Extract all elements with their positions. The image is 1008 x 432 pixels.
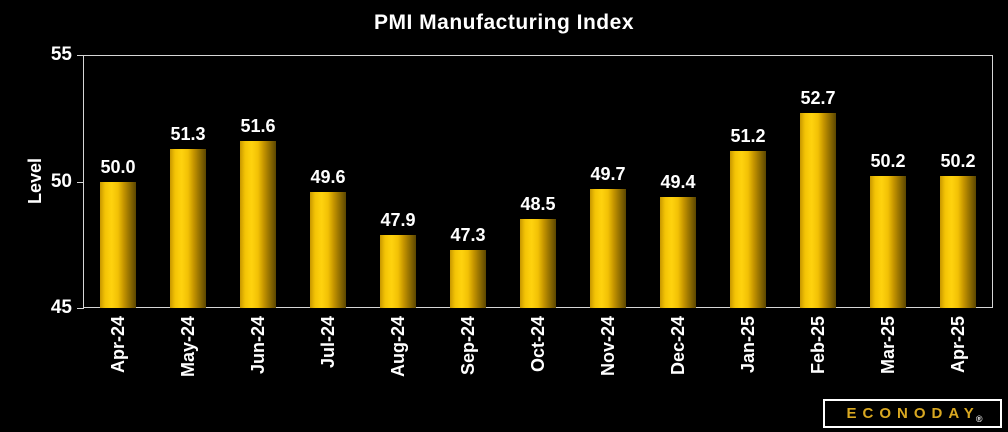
logo-text: ECONODAY [846, 405, 980, 422]
chart-title: PMI Manufacturing Index [373, 11, 634, 34]
bar-value-label: 47.9 [380, 209, 416, 230]
y-tick-label: 45 [50, 297, 72, 318]
bar [660, 196, 696, 308]
bar [100, 181, 136, 308]
x-category-label: Jan-25 [738, 316, 758, 374]
bar-value-label: 49.4 [660, 171, 696, 192]
bar [590, 189, 626, 308]
x-category-label: Jul-24 [318, 316, 338, 369]
registered-trademark-icon: ® [975, 414, 983, 424]
bar-value-label: 50.2 [870, 151, 906, 172]
bar [870, 176, 906, 308]
bar-value-label: 49.6 [310, 166, 346, 187]
x-category-label: Sep-24 [458, 316, 478, 376]
bar-value-label: 51.6 [240, 116, 276, 137]
y-tick-mark [77, 55, 84, 56]
bar [520, 219, 556, 308]
bar-value-label: 49.7 [590, 164, 626, 185]
bar-value-label: 50.0 [100, 156, 136, 177]
x-category-label: Jun-24 [248, 316, 268, 375]
x-category-label: Aug-24 [388, 316, 408, 378]
bar-value-label: 51.3 [170, 123, 206, 144]
x-category-label: Mar-25 [878, 316, 898, 375]
bar [940, 176, 976, 308]
bar [170, 148, 206, 308]
x-category-label: Dec-24 [668, 316, 688, 376]
bar [800, 113, 836, 308]
bar [240, 141, 276, 308]
bar [450, 249, 486, 308]
x-category-label: Feb-25 [808, 316, 828, 375]
x-category-label: Apr-25 [948, 316, 968, 374]
bar [310, 191, 346, 308]
y-tick-mark [77, 181, 84, 183]
econoday-logo: ECONODAY ® [823, 399, 1002, 428]
y-tick-label: 50 [50, 170, 72, 192]
bar-value-label: 47.3 [450, 224, 486, 245]
x-category-label: Oct-24 [528, 316, 548, 373]
bar-value-label: 51.2 [730, 126, 766, 147]
y-tick-mark [77, 308, 84, 309]
x-category-label: May-24 [178, 316, 198, 378]
bar [380, 234, 416, 308]
bar-value-label: 48.5 [520, 194, 556, 215]
x-category-label: Nov-24 [598, 316, 618, 377]
bar [730, 151, 766, 308]
bar-value-label: 52.7 [800, 88, 836, 109]
x-category-label: Apr-24 [108, 316, 128, 374]
y-tick-label: 55 [50, 44, 72, 65]
bar-value-label: 50.2 [940, 151, 976, 172]
